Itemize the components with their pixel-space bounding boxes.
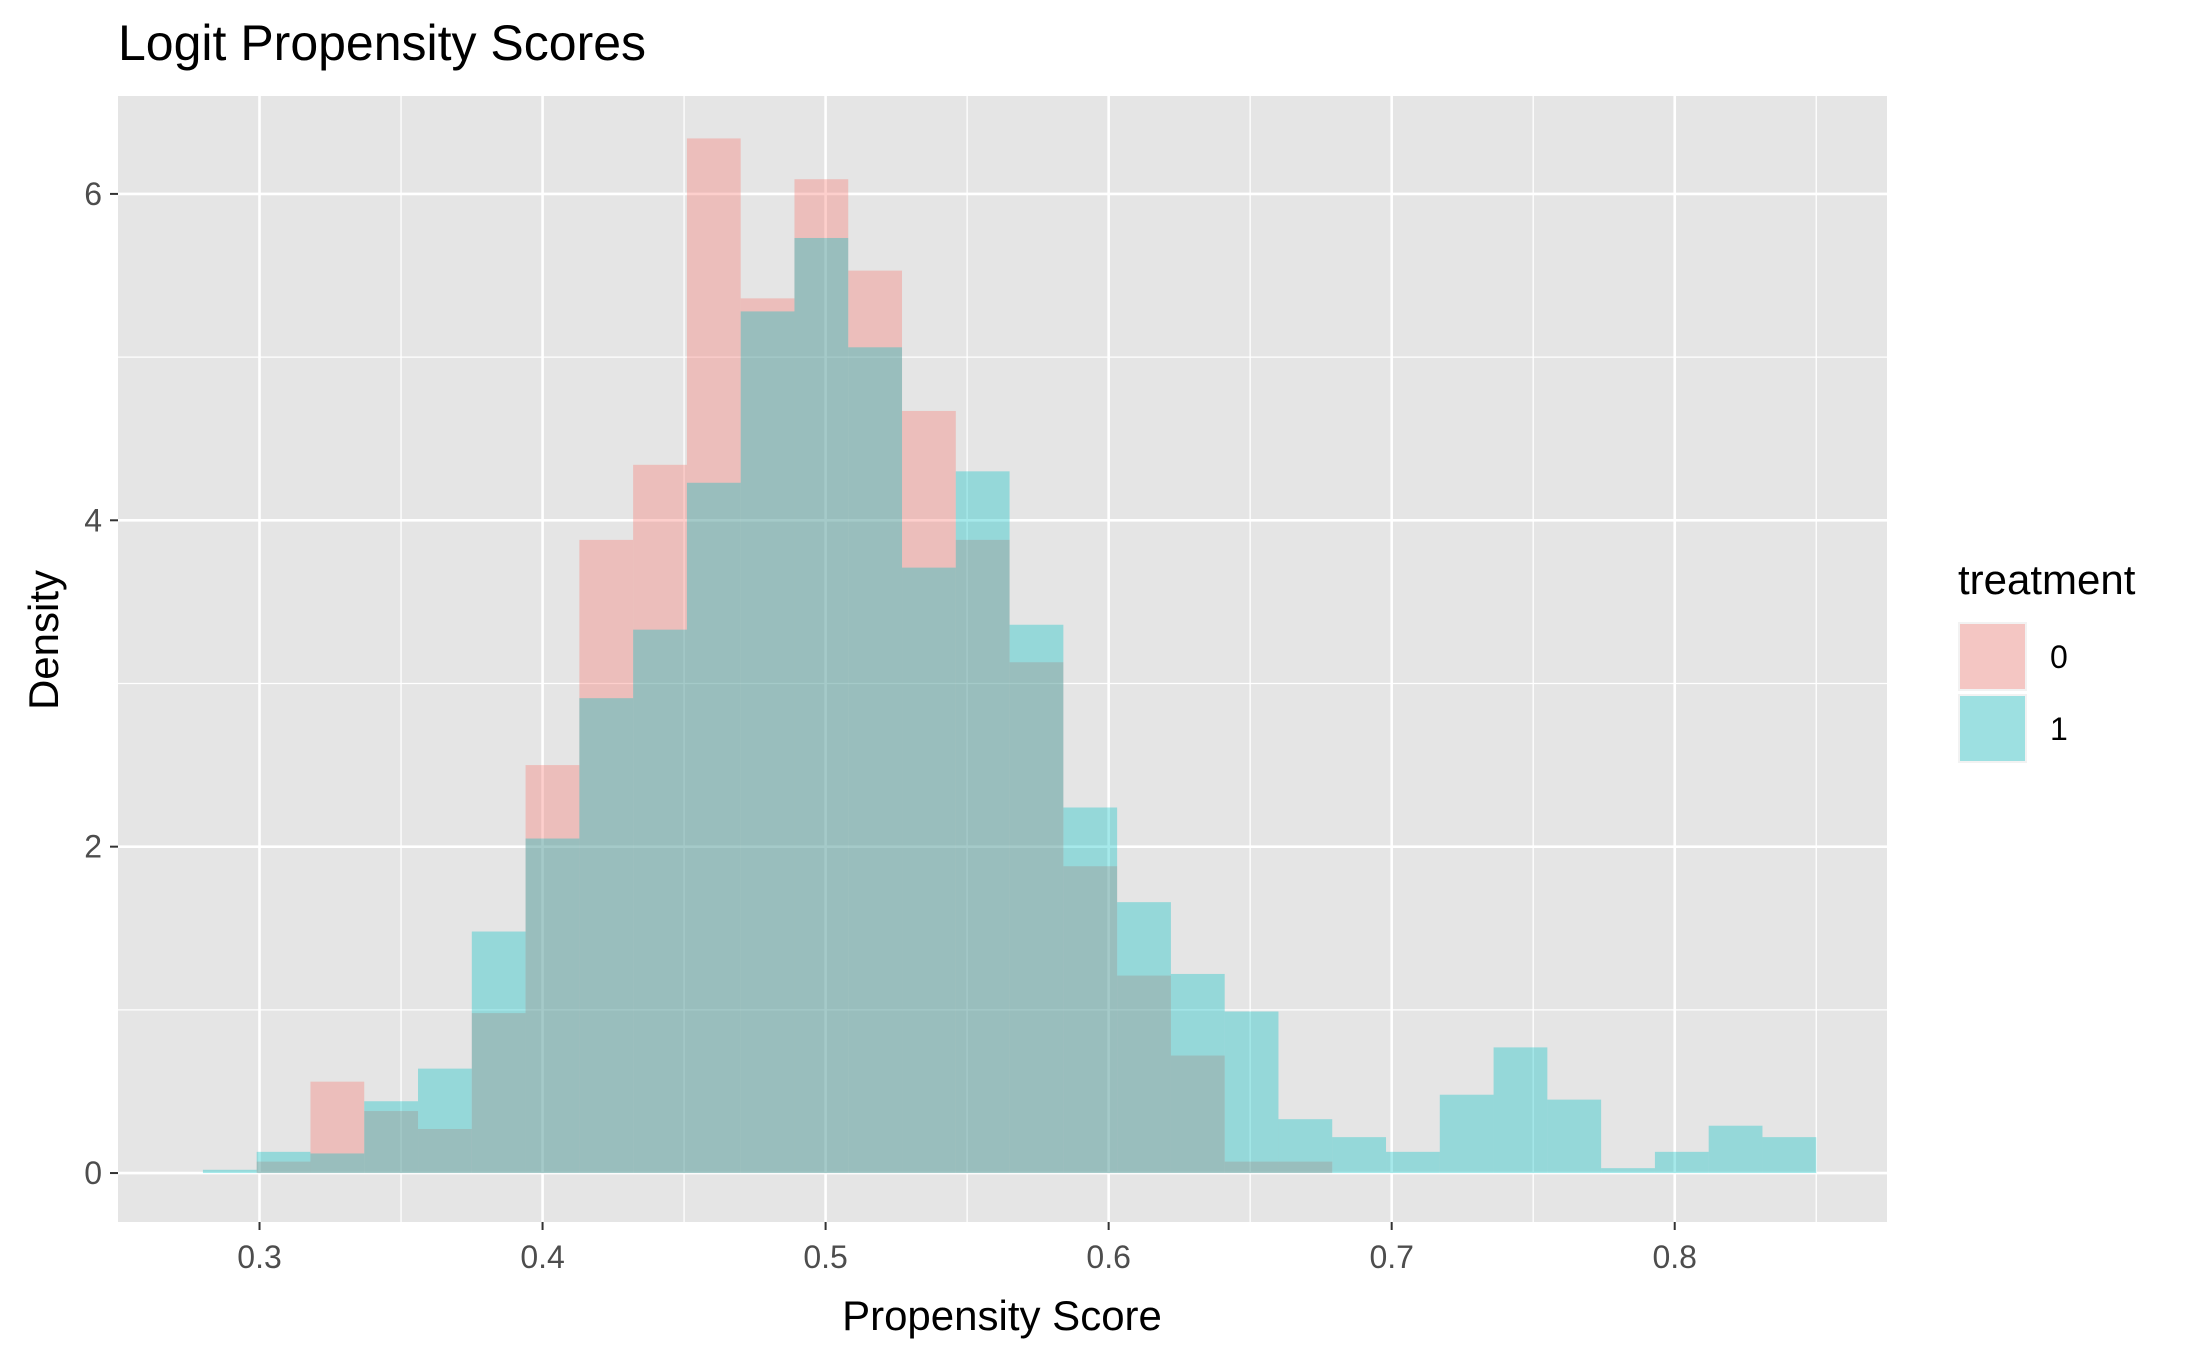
plot-panel [118, 96, 1887, 1222]
histogram-bar [686, 482, 741, 1174]
histogram-bar [1278, 1161, 1333, 1174]
histogram-bar [955, 471, 1010, 1174]
histogram-bar [1547, 1099, 1602, 1174]
histogram-bar [1386, 1151, 1440, 1174]
histogram-bar [740, 311, 795, 1174]
histogram-bar [1654, 1151, 1709, 1174]
legend-label: 1 [2050, 711, 2068, 747]
histogram-bar [1063, 807, 1118, 1174]
legend-item-0: 0 [1958, 622, 2068, 691]
histogram-bar [902, 410, 956, 1174]
minor-gridlines [118, 96, 1887, 1222]
histogram-bar [471, 931, 526, 1174]
histogram-bar [1063, 866, 1118, 1174]
y-tick-label: 6 [84, 176, 102, 212]
x-axis: 0.3 0.4 0.5 0.6 0.7 0.8 [237, 1222, 1697, 1275]
histogram-bar [633, 464, 687, 1174]
y-tick-label: 2 [84, 829, 102, 865]
y-tick-label: 4 [84, 502, 102, 538]
histogram-bar [1009, 624, 1064, 1174]
histogram-bar [310, 1081, 365, 1174]
histogram-bars [202, 138, 1817, 1174]
chart-title: Logit Propensity Scores [118, 15, 646, 71]
histogram-bar [1708, 1125, 1763, 1174]
y-axis-title: Density [20, 570, 67, 710]
x-tick-label: 0.6 [1086, 1239, 1130, 1275]
y-axis: 0 2 4 6 [84, 176, 118, 1191]
x-tick-label: 0.4 [520, 1239, 564, 1275]
series-1-bars [202, 237, 1817, 1174]
legend-items: 01 [1958, 622, 2068, 763]
legend-title: treatment [1958, 556, 2136, 603]
histogram-bar [1170, 1055, 1225, 1174]
histogram-bar [202, 1169, 257, 1174]
histogram-bar [1117, 902, 1171, 1174]
histogram-bar [1009, 662, 1064, 1174]
histogram-bar [579, 698, 634, 1174]
histogram-bar [256, 1151, 311, 1174]
histogram-bar [1224, 1161, 1279, 1174]
histogram-bar [579, 539, 634, 1174]
histogram-bar [740, 298, 795, 1174]
histogram-bar [525, 765, 580, 1174]
histogram-bar [1439, 1094, 1494, 1174]
histogram-bar [471, 1013, 526, 1174]
y-tick-label: 0 [84, 1155, 102, 1191]
histogram-bar [418, 1068, 472, 1174]
histogram-bar [1278, 1119, 1333, 1174]
histogram-bar [364, 1111, 419, 1174]
x-tick-label: 0.7 [1369, 1239, 1413, 1275]
legend-label: 0 [2050, 639, 2068, 675]
legend: treatment 01 [1958, 556, 2136, 763]
histogram-bar [686, 138, 741, 1174]
x-tick-label: 0.5 [803, 1239, 847, 1275]
histogram-bar [794, 237, 849, 1174]
x-tick-label: 0.8 [1652, 1239, 1696, 1275]
legend-item-1: 1 [1958, 694, 2068, 763]
histogram-bar [256, 1161, 311, 1174]
legend-swatch [1960, 696, 2025, 761]
histogram-bar [1601, 1168, 1655, 1174]
series-0-bars [256, 138, 1333, 1174]
histogram-bar [1170, 973, 1225, 1174]
histogram-bar [633, 629, 687, 1174]
histogram-bar [1117, 975, 1171, 1174]
legend-key-background [1958, 694, 2027, 763]
histogram-bar [848, 270, 903, 1174]
histogram-bar [1762, 1137, 1817, 1174]
histogram-bar [364, 1101, 419, 1174]
histogram-bar [1493, 1047, 1548, 1174]
legend-key-background [1958, 622, 2027, 691]
histogram-bar [418, 1128, 472, 1174]
histogram-bar [955, 539, 1010, 1174]
histogram-bar [310, 1153, 365, 1174]
histogram-bar [1332, 1137, 1387, 1174]
x-axis-title: Propensity Score [842, 1292, 1162, 1339]
x-tick-label: 0.3 [237, 1239, 281, 1275]
major-gridlines [118, 96, 1887, 1222]
histogram-bar [794, 179, 849, 1174]
legend-swatch [1960, 624, 2025, 689]
histogram-bar [1224, 1011, 1279, 1174]
histogram-bar [525, 838, 580, 1174]
histogram-bar [902, 567, 956, 1174]
histogram-bar [848, 347, 903, 1174]
